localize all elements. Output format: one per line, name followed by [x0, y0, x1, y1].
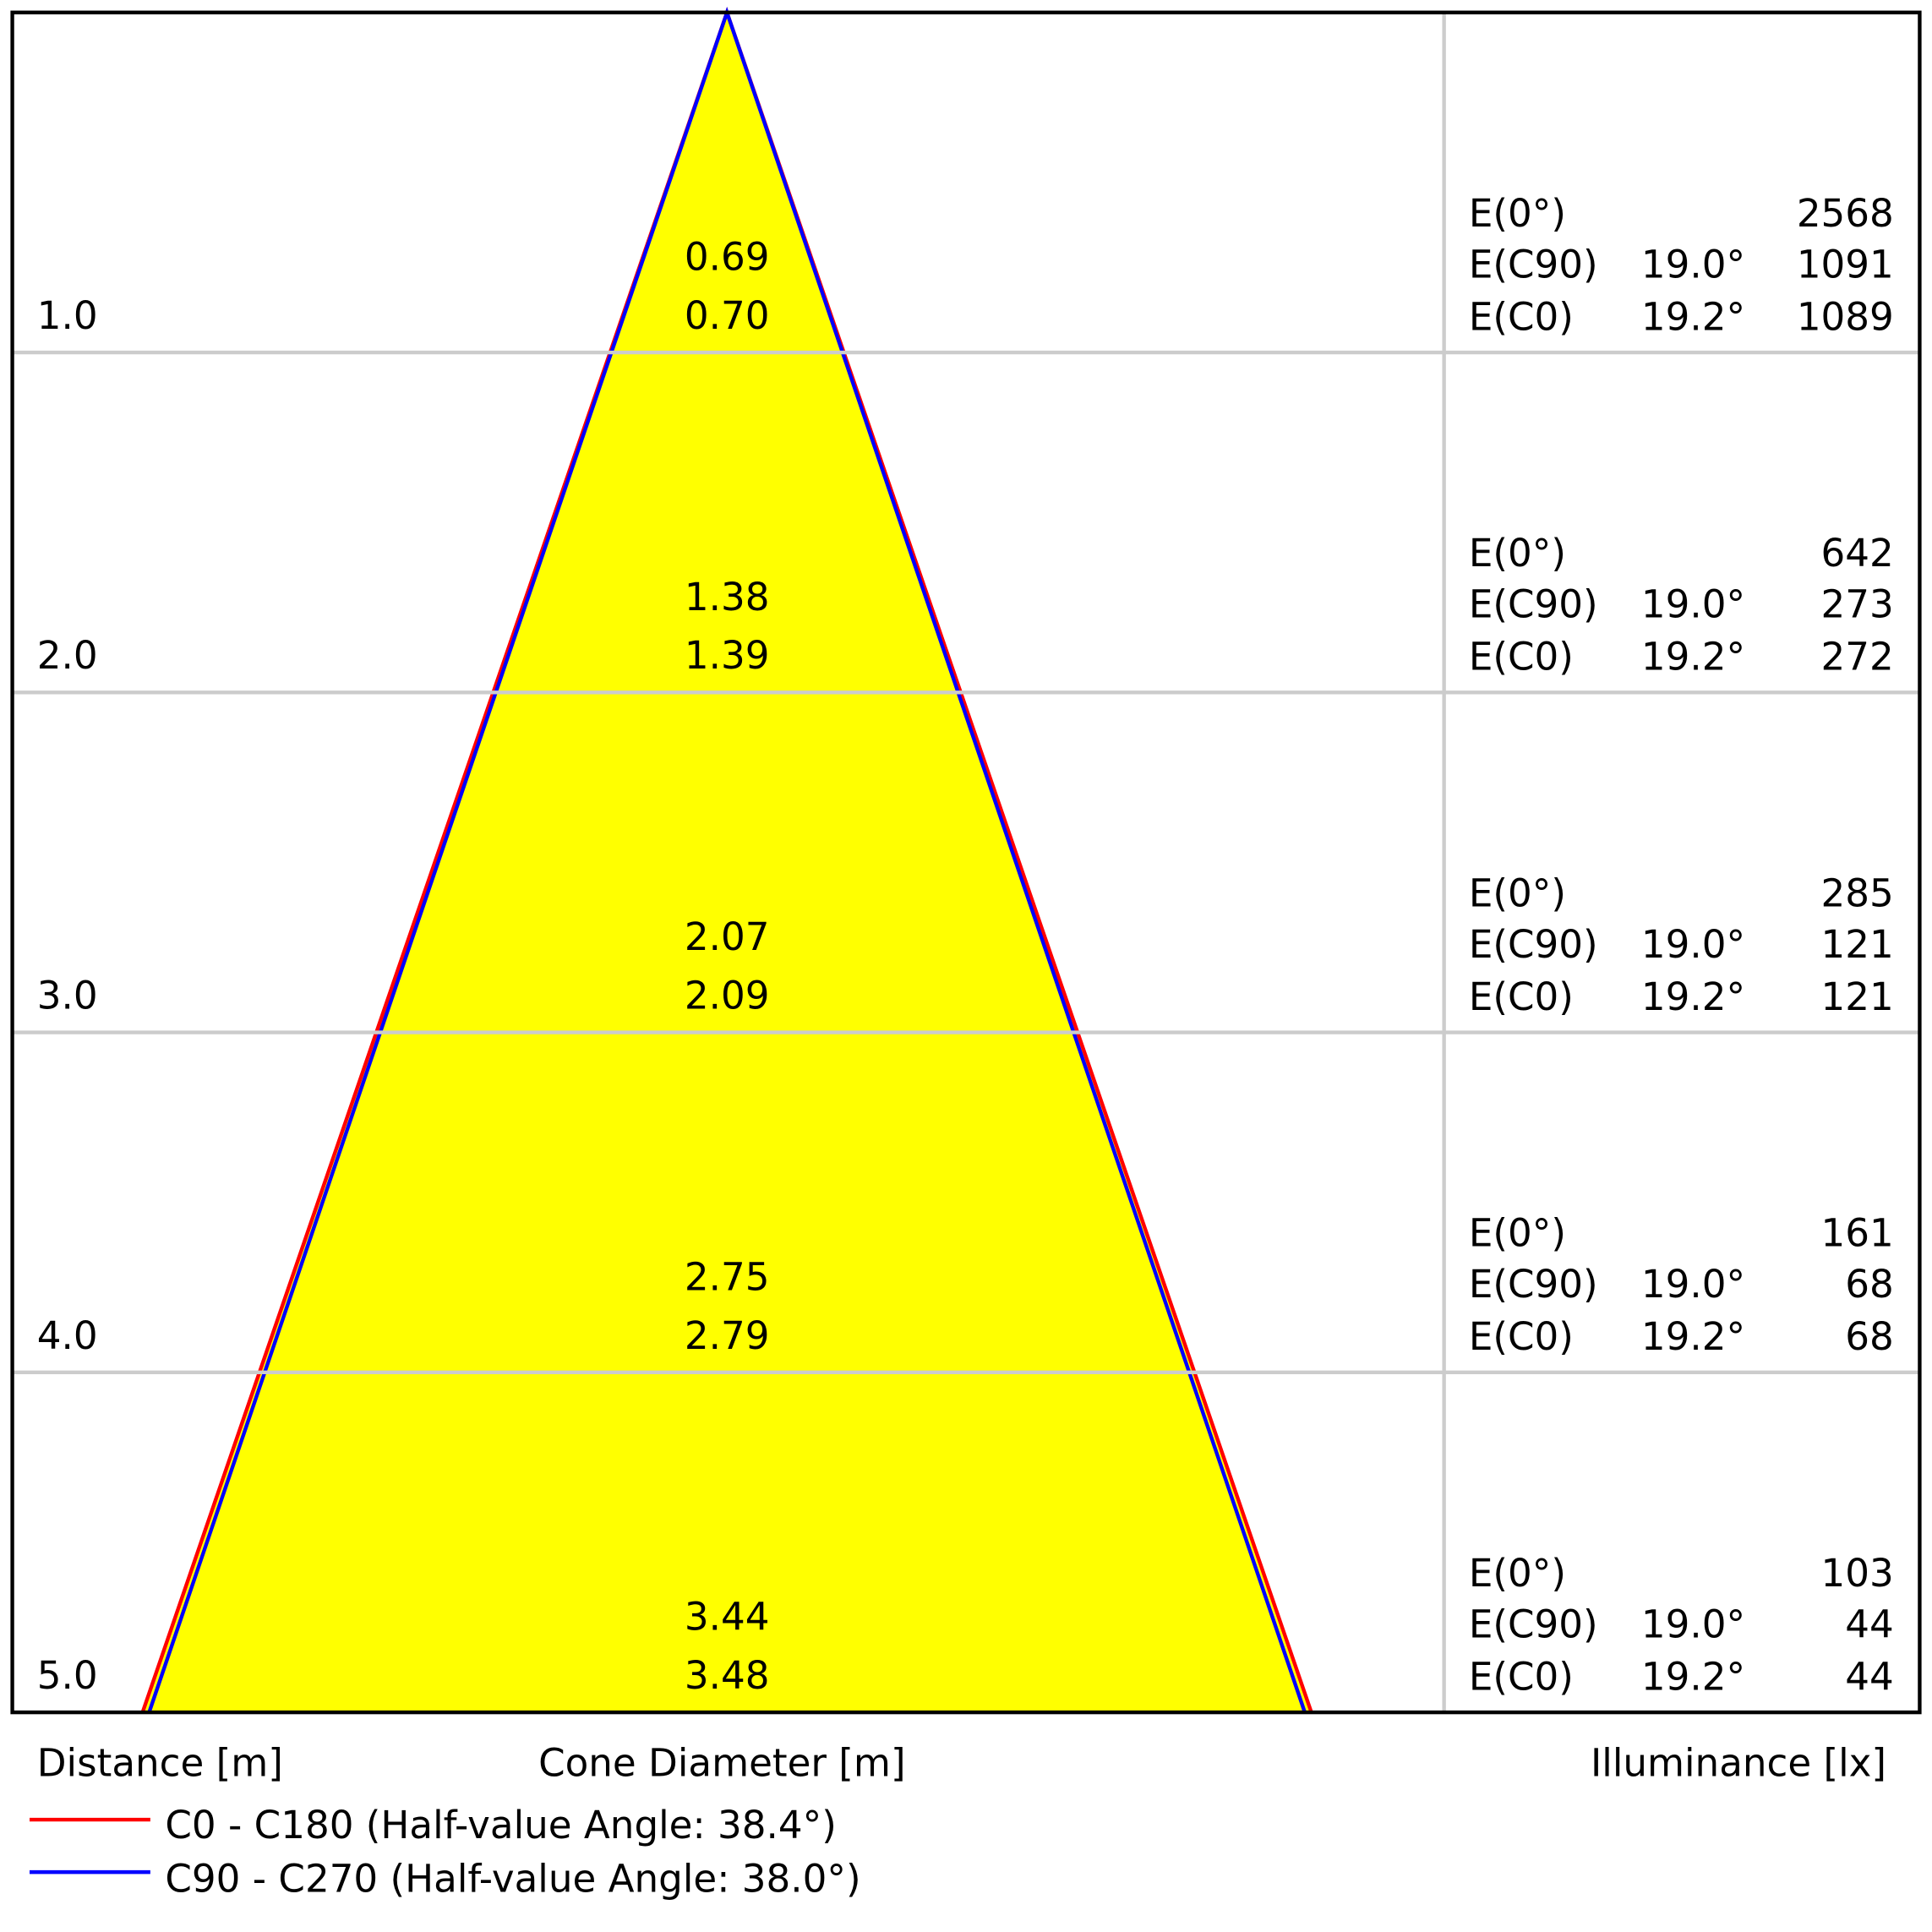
ec0-label: E(C0)	[1469, 1654, 1574, 1699]
ec90-angle: 19.0°	[1641, 1262, 1745, 1307]
e0-value: 642	[1821, 531, 1894, 576]
e0-label: E(0°)	[1469, 870, 1566, 915]
ec90-value: 44	[1845, 1602, 1893, 1646]
ec0-angle: 19.2°	[1641, 294, 1745, 339]
diameter-label-c90: 2.75	[685, 1254, 770, 1299]
distance-label: 1.0	[37, 293, 98, 338]
ec90-label: E(C90)	[1469, 1262, 1598, 1307]
ec90-value: 121	[1821, 922, 1894, 967]
diameter-axis-label: Cone Diameter [m]	[538, 1740, 905, 1785]
ec90-label: E(C90)	[1469, 1602, 1598, 1646]
illuminance-axis-label: Illuminance [lx]	[1591, 1740, 1886, 1785]
diameter-label-c0: 1.39	[685, 633, 770, 678]
e0-label: E(0°)	[1469, 191, 1566, 236]
distance-label: 4.0	[37, 1313, 98, 1358]
diameter-label-c0: 3.48	[685, 1653, 770, 1698]
ec0-label: E(C0)	[1469, 294, 1574, 339]
ec0-value: 121	[1821, 974, 1894, 1019]
distance-axis-label: Distance [m]	[37, 1740, 283, 1785]
ec90-angle: 19.0°	[1641, 581, 1745, 626]
legend-label-c90: C90 - C270 (Half-value Angle: 38.0°)	[165, 1856, 860, 1901]
e0-value: 161	[1821, 1210, 1894, 1255]
diameter-label-c0: 2.79	[685, 1313, 770, 1358]
diameter-label-c90: 1.38	[685, 575, 770, 619]
ec0-angle: 19.2°	[1641, 1654, 1745, 1699]
ec90-value: 68	[1845, 1262, 1893, 1307]
ec0-label: E(C0)	[1469, 1314, 1574, 1359]
cone-fill	[142, 12, 1312, 1713]
ec0-value: 272	[1821, 634, 1894, 679]
e0-label: E(0°)	[1469, 531, 1566, 576]
ec0-label: E(C0)	[1469, 974, 1574, 1019]
legend-label-c0: C0 - C180 (Half-value Angle: 38.4°)	[165, 1803, 836, 1847]
diameter-label-c90: 2.07	[685, 914, 770, 959]
distance-label: 5.0	[37, 1653, 98, 1698]
ec0-angle: 19.2°	[1641, 1314, 1745, 1359]
ec90-value: 273	[1821, 581, 1894, 626]
e0-label: E(0°)	[1469, 1210, 1566, 1255]
e0-value: 103	[1821, 1551, 1894, 1596]
grid-layer	[12, 12, 1920, 1713]
ec90-value: 1091	[1797, 242, 1894, 287]
ec0-angle: 19.2°	[1641, 974, 1745, 1019]
diameter-label-c0: 2.09	[685, 973, 770, 1018]
ec90-angle: 19.0°	[1641, 1602, 1745, 1646]
ec0-value: 1089	[1797, 294, 1894, 339]
ec90-label: E(C90)	[1469, 242, 1598, 287]
labels-layer: 1.0 0.69 0.70 E(0°) 2568 E(C90) 19.0° 1091 E(C0)…	[37, 191, 1894, 1700]
distance-label: 2.0	[37, 633, 98, 678]
diameter-label-c90: 0.69	[685, 234, 770, 279]
ec90-angle: 19.0°	[1641, 242, 1745, 287]
ec90-label: E(C90)	[1469, 581, 1598, 626]
e0-value: 285	[1821, 870, 1894, 915]
ec0-value: 44	[1845, 1654, 1893, 1699]
diameter-label-c90: 3.44	[685, 1594, 770, 1639]
ec0-angle: 19.2°	[1641, 634, 1745, 679]
ec90-label: E(C90)	[1469, 922, 1598, 967]
diameter-label-c0: 0.70	[685, 293, 770, 338]
ec0-label: E(C0)	[1469, 634, 1574, 679]
ec90-angle: 19.0°	[1641, 922, 1745, 967]
e0-label: E(0°)	[1469, 1551, 1566, 1596]
distance-label: 3.0	[37, 973, 98, 1018]
chart-frame	[10, 10, 1922, 1715]
ec0-value: 68	[1845, 1314, 1893, 1359]
e0-value: 2568	[1797, 191, 1894, 236]
